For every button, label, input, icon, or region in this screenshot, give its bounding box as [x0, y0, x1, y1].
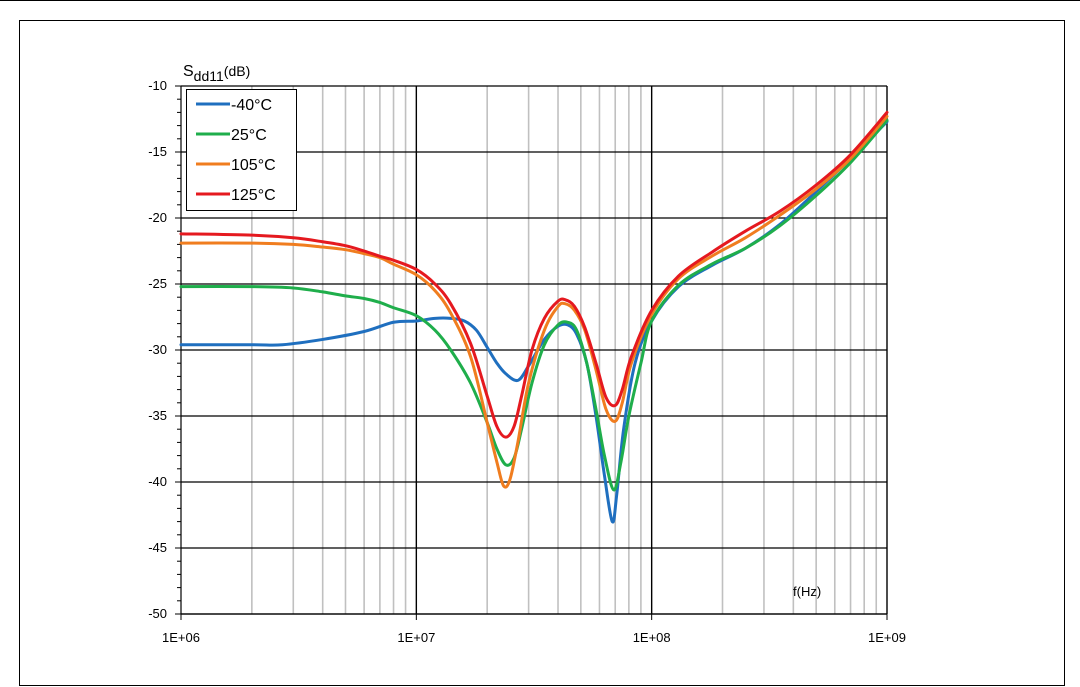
- series-line-3: [179, 110, 889, 439]
- legend-box: [186, 89, 297, 211]
- x-tick-label: 1E+06: [162, 630, 200, 645]
- y-axis-label-unit: (dB): [224, 63, 250, 79]
- y-tick-label: -35: [148, 408, 167, 423]
- y-axis-label: Sdd11(dB): [183, 63, 250, 84]
- y-tick-label: -45: [148, 540, 167, 555]
- series-line-1: [179, 118, 889, 492]
- y-tick-label: -10: [148, 78, 167, 93]
- x-tick-label: 1E+08: [633, 630, 671, 645]
- y-tick-label: -50: [148, 606, 167, 621]
- legend: -40°C 25°C 105°C 125°C: [186, 89, 297, 211]
- outer-border: [19, 20, 1065, 686]
- y-tick-label: -30: [148, 342, 167, 357]
- y-tick-label: -20: [148, 210, 167, 225]
- legend-label-0: -40°C: [231, 97, 272, 114]
- legend-label-2: 105°C: [231, 157, 276, 174]
- y-tick-label: -15: [148, 144, 167, 159]
- y-tick-label: -40: [148, 474, 167, 489]
- legend-label-3: 125°C: [231, 187, 276, 204]
- x-tick-label: 1E+07: [397, 630, 435, 645]
- y-axis-label-main: S: [183, 63, 194, 80]
- y-tick-label: -25: [148, 276, 167, 291]
- legend-label-1: 25°C: [231, 127, 267, 144]
- y-axis-label-sub: dd11: [194, 68, 224, 84]
- series-layer: [179, 110, 889, 524]
- x-axis-label: f(Hz): [793, 584, 821, 599]
- axis-layer: -10 -15 -20 -25 -30 -35 -40 -45 -50 1E+06 1E+07 1E+…: [148, 78, 906, 645]
- x-tick-label: 1E+09: [868, 630, 906, 645]
